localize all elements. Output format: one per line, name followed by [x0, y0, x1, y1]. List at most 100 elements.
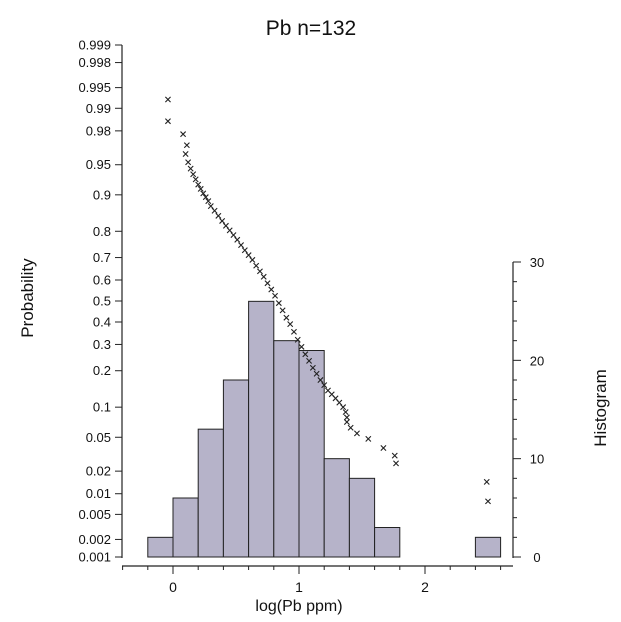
probability-point-22	[238, 242, 245, 249]
histogram-bar-10	[474, 536, 502, 558]
histogram-tick-label-2: 20	[530, 353, 544, 368]
probability-point-3	[183, 142, 190, 149]
probability-point-23	[241, 247, 248, 254]
probability-point-14	[207, 203, 214, 210]
probability-tick-label-20: 0.001	[78, 550, 111, 565]
probability-point-38	[298, 343, 305, 350]
probability-point-29	[264, 280, 271, 287]
probability-point-12	[202, 194, 209, 201]
histogram-bars	[147, 300, 502, 558]
probability-point-36	[290, 328, 297, 335]
probability-tick-label-8: 0.7	[93, 250, 111, 265]
histogram-bar-4	[248, 300, 275, 558]
probability-point-57	[391, 452, 398, 459]
probability-tick-label-18: 0.005	[78, 507, 111, 522]
probability-tick-label-11: 0.4	[93, 314, 111, 329]
probability-tick-label-3: 0.99	[86, 101, 111, 116]
probability-tick-label-13: 0.2	[93, 363, 111, 378]
histogram-bar-9	[374, 527, 401, 558]
probability-point-40	[306, 357, 313, 364]
probability-tick-label-17: 0.01	[86, 486, 111, 501]
probability-point-30	[268, 286, 275, 293]
probability-point-41	[309, 364, 316, 371]
probability-point-53	[347, 424, 354, 431]
y-axis-label-left: Probability	[18, 258, 37, 338]
probability-point-50	[342, 409, 349, 416]
x-tick-label-0: 0	[169, 579, 177, 595]
probability-point-42	[313, 370, 320, 377]
probability-point-16	[215, 212, 222, 219]
probability-point-34	[283, 314, 290, 321]
probability-point-13	[205, 198, 212, 205]
histogram-axis-ticks: 0 10 20 30	[513, 255, 544, 565]
histogram-tick-label-3: 30	[530, 255, 544, 270]
probability-point-48	[336, 399, 343, 406]
probability-point-56	[380, 445, 387, 451]
probability-tick-label-0: 0.999	[78, 38, 111, 53]
probability-point-19	[226, 227, 233, 234]
probability-point-44	[321, 382, 328, 389]
x-tick-label-1: 1	[295, 579, 303, 595]
chart-title: Pb n=132	[266, 17, 357, 40]
probability-point-51	[343, 414, 350, 421]
histogram-bar-7	[323, 458, 350, 558]
probability-tick-label-14: 0.1	[93, 400, 111, 415]
histogram-bar-8	[348, 477, 376, 558]
probability-tick-label-7: 0.8	[93, 224, 111, 239]
histogram-bar-5	[273, 340, 300, 558]
probability-point-24	[245, 252, 252, 259]
probability-tick-label-15: 0.05	[86, 430, 111, 445]
probability-point-21	[234, 236, 241, 243]
probability-point-15	[211, 207, 218, 214]
probability-tick-label-9: 0.6	[93, 273, 111, 288]
probability-tick-label-4: 0.98	[86, 123, 111, 138]
probability-point-25	[249, 256, 256, 263]
probability-point-58	[393, 460, 400, 467]
histogram-bar-6	[298, 350, 325, 558]
probability-point-26	[253, 262, 260, 269]
probability-point-32	[275, 300, 282, 307]
x-axis-ticks: 0 1 2	[122, 566, 502, 595]
x-axis-label: log(Pb ppm)	[255, 598, 342, 615]
y-axis-label-right: Histogram	[591, 369, 610, 446]
histogram-tick-label-1: 10	[530, 452, 544, 467]
histogram-bar-0	[147, 536, 174, 558]
probability-point-37	[294, 336, 301, 343]
probability-point-28	[260, 273, 267, 280]
probability-tick-label-19: 0.002	[78, 532, 111, 547]
probability-point-5	[185, 159, 192, 166]
histogram-bar-3	[222, 379, 250, 558]
histogram-bar-2	[197, 428, 224, 558]
probability-point-59	[483, 478, 490, 485]
x-tick-label-2: 2	[421, 579, 429, 595]
probability-tick-label-16: 0.02	[86, 464, 111, 479]
probability-point-49	[340, 404, 347, 411]
probability-point-0	[164, 96, 171, 103]
probability-point-52	[343, 419, 350, 426]
probability-tick-label-1: 0.998	[78, 55, 111, 70]
histogram-bar-1	[172, 497, 199, 558]
probability-point-35	[287, 321, 294, 328]
probability-point-4	[182, 151, 189, 157]
probability-point-18	[222, 222, 229, 229]
probability-tick-label-2: 0.995	[78, 80, 111, 95]
probability-tick-label-12: 0.3	[93, 337, 111, 352]
probability-point-33	[279, 307, 286, 314]
probability-point-54	[353, 430, 360, 437]
probability-point-27	[256, 268, 263, 275]
probability-point-31	[272, 292, 279, 299]
probability-axis-ticks: 0.999 0.998 0.995 0.99 0.98 0.95 0.9 0.8 0.7 0.6 0…	[78, 38, 122, 565]
probability-tick-label-5: 0.95	[86, 157, 111, 172]
probability-point-20	[230, 232, 237, 239]
probability-point-1	[164, 118, 171, 125]
probability-point-6	[187, 165, 194, 172]
probability-point-10	[197, 185, 204, 192]
probability-points	[164, 96, 491, 505]
probability-point-9	[195, 181, 202, 188]
probability-point-8	[192, 176, 199, 183]
probability-point-43	[317, 377, 324, 384]
histogram-tick-label-0: 0	[533, 550, 540, 565]
probability-point-55	[365, 435, 372, 442]
probability-point-60	[485, 498, 491, 505]
